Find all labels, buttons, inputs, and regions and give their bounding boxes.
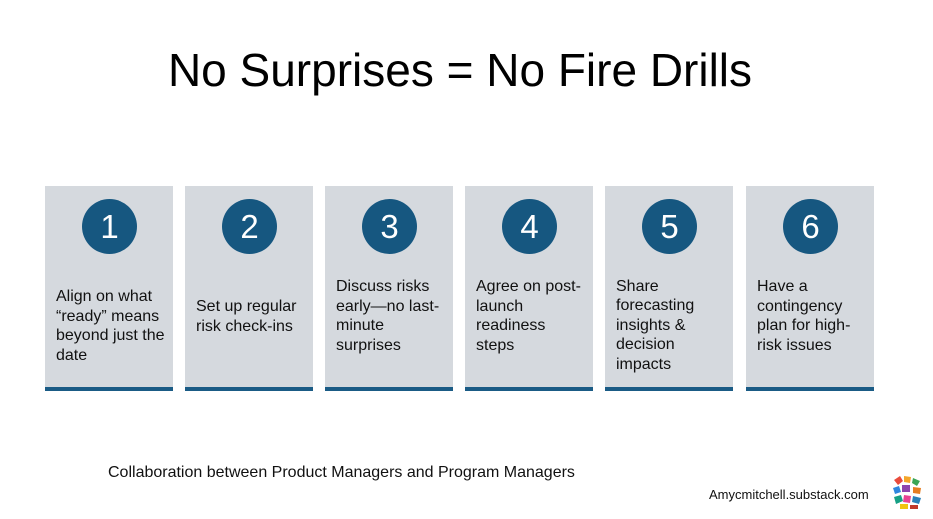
slide-title: No Surprises = No Fire Drills <box>167 44 753 96</box>
slide-subtitle: Collaboration between Product Managers a… <box>108 464 575 481</box>
step-text: Set up regular risk check-ins <box>196 298 297 335</box>
colorful-hands-logo-icon <box>891 474 924 510</box>
step-text: Discuss risks early—no last-minute surpr… <box>336 278 440 354</box>
step-card-5: 5 Share forecasting insights & decision … <box>605 186 733 391</box>
step-number-badge: 5 <box>642 199 697 254</box>
step-card-1: 1 Align on what “ready” means beyond jus… <box>45 186 173 391</box>
step-card-3: 3 Discuss risks early—no last-minute sur… <box>325 186 453 391</box>
step-number-badge: 4 <box>502 199 557 254</box>
step-number-badge: 1 <box>82 199 137 254</box>
step-text: Share forecasting insights & decision im… <box>616 277 695 373</box>
step-card-2: 2 Set up regular risk check-ins <box>185 186 313 391</box>
step-number-badge: 2 <box>222 199 277 254</box>
step-text: Have a contingency plan for high-risk is… <box>757 278 851 354</box>
step-number-badge: 3 <box>362 199 417 254</box>
attribution-text: Amycmitchell.substack.com <box>709 487 869 502</box>
step-card-6: 6 Have a contingency plan for high-risk … <box>746 186 874 391</box>
step-number-badge: 6 <box>783 199 838 254</box>
step-text: Agree on post-launch readiness steps <box>476 278 581 354</box>
steps-row: 1 Align on what “ready” means beyond jus… <box>45 186 875 391</box>
step-text: Align on what “ready” means beyond just … <box>56 288 165 364</box>
step-card-4: 4 Agree on post-launch readiness steps <box>465 186 593 391</box>
